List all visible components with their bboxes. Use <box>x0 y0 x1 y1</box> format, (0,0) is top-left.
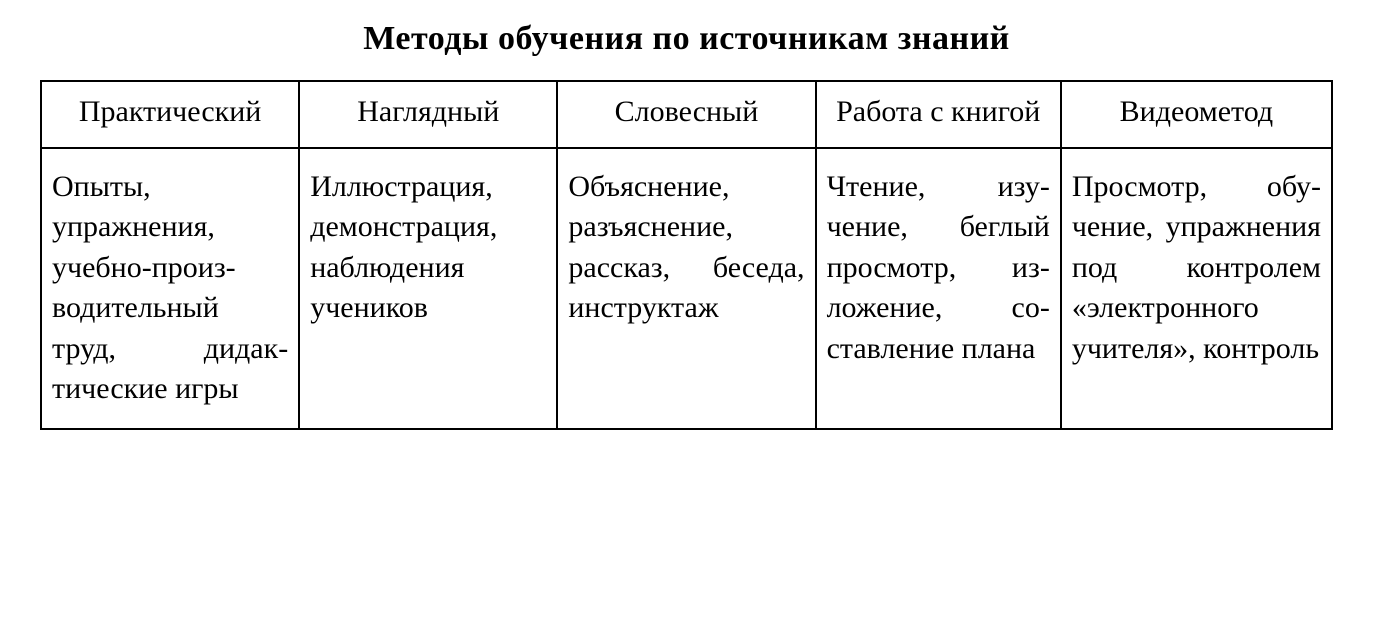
table-cell: Опыты, упражнения, учебно-произ­водитель… <box>41 148 299 429</box>
col-header: Работа с книгой <box>816 81 1061 148</box>
methods-table: Практи­ческий Наглядный Словесный Работа… <box>40 80 1333 430</box>
page-title: Методы обучения по источникам знаний <box>40 20 1333 58</box>
table-cell: Объяснение, разъяснение, рассказ, бесе­д… <box>557 148 815 429</box>
table-cell: Просмотр, обу­чение, упраж­нения под кон… <box>1061 148 1332 429</box>
col-header: Наглядный <box>299 81 557 148</box>
table-row: Опыты, упражнения, учебно-произ­водитель… <box>41 148 1332 429</box>
page: Методы обучения по источникам знаний Пра… <box>0 0 1373 430</box>
col-header: Практи­ческий <box>41 81 299 148</box>
col-header: Видеометод <box>1061 81 1332 148</box>
col-header: Словесный <box>557 81 815 148</box>
table-cell: Иллюстрация, демонстра­ция, наблюде­ния … <box>299 148 557 429</box>
table-cell: Чтение, изу­чение, беглый просмотр, из­л… <box>816 148 1061 429</box>
table-header-row: Практи­ческий Наглядный Словесный Работа… <box>41 81 1332 148</box>
